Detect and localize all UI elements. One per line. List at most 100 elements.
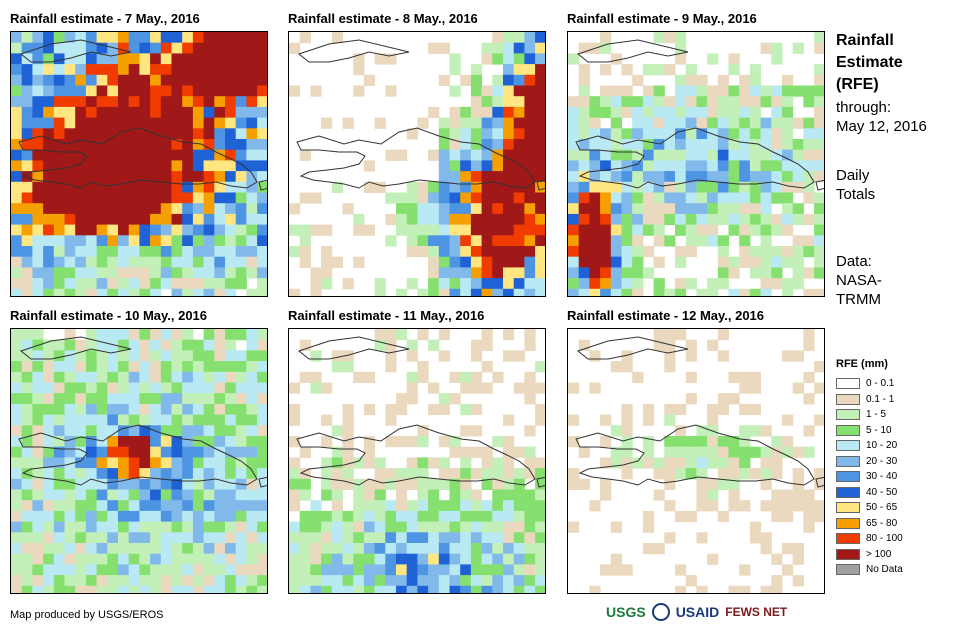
rainfall-cell bbox=[160, 543, 172, 555]
rainfall-cell bbox=[203, 64, 215, 76]
data-source-line2: TRMM bbox=[836, 291, 881, 308]
rainfall-cell bbox=[118, 106, 130, 119]
rainfall-cell bbox=[225, 128, 237, 140]
rainfall-cell bbox=[53, 192, 65, 204]
legend-label: 50 - 65 bbox=[866, 502, 898, 513]
rainfall-cell bbox=[43, 32, 55, 44]
rainfall-cell bbox=[43, 288, 55, 296]
rainfall-cell bbox=[685, 468, 697, 480]
rainfall-cell bbox=[225, 361, 237, 373]
rainfall-cell bbox=[96, 371, 108, 383]
rainfall-cell bbox=[21, 160, 33, 172]
rainfall-cell bbox=[728, 106, 740, 119]
rainfall-cell bbox=[118, 521, 130, 533]
legend-label: 0 - 0.1 bbox=[866, 378, 895, 389]
rainfall-cell bbox=[75, 436, 87, 448]
rainfall-cell bbox=[203, 288, 215, 296]
rainfall-cell bbox=[11, 246, 23, 258]
rainfall-cell bbox=[428, 543, 440, 555]
rainfall-cell bbox=[568, 106, 580, 119]
rainfall-cell bbox=[171, 246, 183, 258]
rainfall-cell bbox=[182, 160, 194, 172]
rainfall-cell bbox=[235, 42, 247, 54]
rainfall-cell bbox=[438, 224, 450, 236]
rainfall-cell bbox=[535, 117, 545, 129]
rainfall-cell bbox=[406, 246, 418, 258]
rainfall-cell bbox=[139, 510, 151, 523]
rainfall-cell bbox=[492, 256, 504, 268]
rainfall-cell bbox=[739, 235, 751, 247]
rainfall-cell bbox=[150, 256, 162, 268]
rainfall-cell bbox=[43, 213, 55, 226]
rainfall-cell bbox=[535, 213, 545, 226]
rainfall-cell bbox=[43, 171, 55, 183]
rainfall-cell bbox=[246, 532, 258, 544]
rainfall-cell bbox=[513, 510, 525, 523]
rainfall-cell bbox=[353, 489, 365, 501]
rainfall-cell bbox=[664, 532, 676, 544]
rainfall-cell bbox=[214, 350, 226, 362]
rainfall-cell bbox=[257, 500, 267, 512]
rainfall-cell bbox=[214, 575, 226, 587]
rainfall-cell bbox=[118, 468, 130, 480]
rainfall-cell bbox=[696, 478, 708, 490]
rainfall-cell bbox=[492, 42, 504, 54]
rainfall-cell bbox=[481, 361, 493, 373]
rainfall-cell bbox=[449, 564, 461, 576]
rainfall-cell bbox=[728, 96, 740, 108]
rainfall-cell bbox=[331, 478, 343, 490]
rainfall-cell bbox=[492, 117, 504, 129]
rainfall-cell bbox=[481, 382, 493, 394]
rainfall-cell bbox=[139, 203, 151, 215]
rainfall-cell bbox=[470, 500, 483, 512]
rainfall-cell bbox=[150, 149, 162, 161]
rainfall-cell bbox=[610, 160, 622, 172]
rainfall-cell bbox=[107, 361, 119, 373]
rainfall-cell bbox=[814, 42, 824, 54]
rainfall-cell bbox=[160, 350, 172, 362]
rainfall-cell bbox=[128, 235, 140, 247]
rainfall-cell bbox=[21, 288, 33, 296]
rainfall-cell bbox=[128, 74, 140, 86]
rainfall-cell bbox=[535, 468, 545, 480]
rainfall-cell bbox=[535, 64, 545, 76]
rainfall-cell bbox=[64, 42, 76, 54]
rainfall-cell bbox=[760, 500, 772, 512]
rainfall-cell bbox=[535, 510, 545, 523]
rainfall-cell bbox=[192, 96, 205, 108]
rainfall-cell bbox=[696, 532, 708, 544]
rainfall-cell bbox=[621, 278, 633, 290]
rainfall-cell bbox=[503, 585, 515, 593]
rainfall-cell bbox=[438, 457, 450, 469]
rainfall-cell bbox=[160, 564, 172, 576]
rainfall-cell bbox=[728, 160, 740, 172]
rainfall-cell bbox=[107, 350, 119, 362]
rainfall-cell bbox=[21, 371, 33, 383]
rainfall-cell bbox=[632, 235, 644, 247]
rainfall-cell bbox=[203, 149, 215, 161]
rainfall-cell bbox=[21, 149, 33, 161]
rainfall-cell bbox=[53, 128, 65, 140]
rainfall-cell bbox=[225, 160, 237, 172]
coastline bbox=[576, 39, 689, 63]
rainfall-cell bbox=[225, 393, 237, 405]
rainfall-cell bbox=[578, 278, 590, 290]
rainfall-cell bbox=[310, 510, 322, 523]
rainfall-cell bbox=[310, 192, 322, 204]
rainfall-cell bbox=[139, 96, 151, 108]
rainfall-cell bbox=[385, 500, 397, 512]
rainfall-cell bbox=[503, 278, 515, 290]
rainfall-cell bbox=[739, 192, 751, 204]
rainfall-cell bbox=[75, 478, 87, 490]
rainfall-cell bbox=[289, 382, 301, 394]
rainfall-cell bbox=[11, 149, 23, 161]
rainfall-cell bbox=[289, 585, 301, 593]
rainfall-cell bbox=[32, 96, 44, 108]
rainfall-cell bbox=[653, 468, 665, 480]
rainfall-cell bbox=[43, 117, 55, 129]
rainfall-cell bbox=[363, 500, 376, 512]
rainfall-cell bbox=[749, 160, 762, 172]
rainfall-cell bbox=[406, 224, 418, 236]
rainfall-cell bbox=[75, 213, 87, 226]
rainfall-cell bbox=[118, 510, 130, 523]
